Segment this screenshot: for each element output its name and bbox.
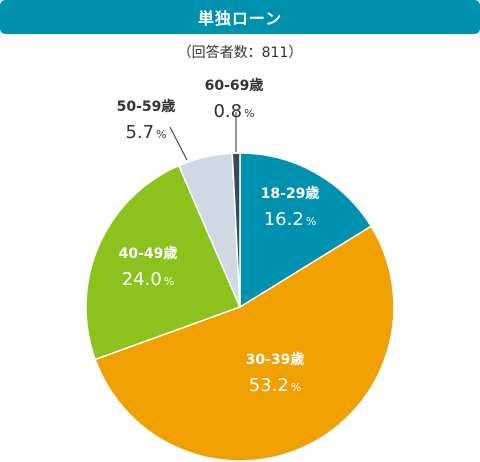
leader-line-50-59- (169, 126, 188, 161)
slice-label-30-39-: 30-39歳 (246, 351, 305, 368)
chart-subtitle: （回答者数：811） (177, 45, 303, 61)
chart-title-bar: 単独ローン (0, 0, 480, 34)
slice-value-40-49-: 24.0% (122, 269, 175, 290)
slice-value-50-59-: 5.7% (125, 122, 166, 143)
slice-label-50-59-: 50-59歳 (117, 98, 176, 115)
slice-value-18-29-: 16.2% (264, 209, 317, 230)
pie-slice-18-29- (239, 152, 373, 309)
pie-slice-40-49- (85, 164, 242, 361)
pie-slice-30-39- (94, 225, 395, 462)
slice-label-40-49-: 40-49歳 (119, 245, 178, 262)
pie-slice-60-69- (231, 152, 241, 308)
slice-label-60-69-: 60-69歳 (205, 77, 264, 94)
slice-label-18-29-: 18-29歳 (261, 185, 320, 202)
slice-value-30-39-: 53.2% (249, 375, 302, 396)
slice-value-60-69-: 0.8% (213, 101, 254, 122)
chart-title: 単独ローン (197, 9, 283, 28)
